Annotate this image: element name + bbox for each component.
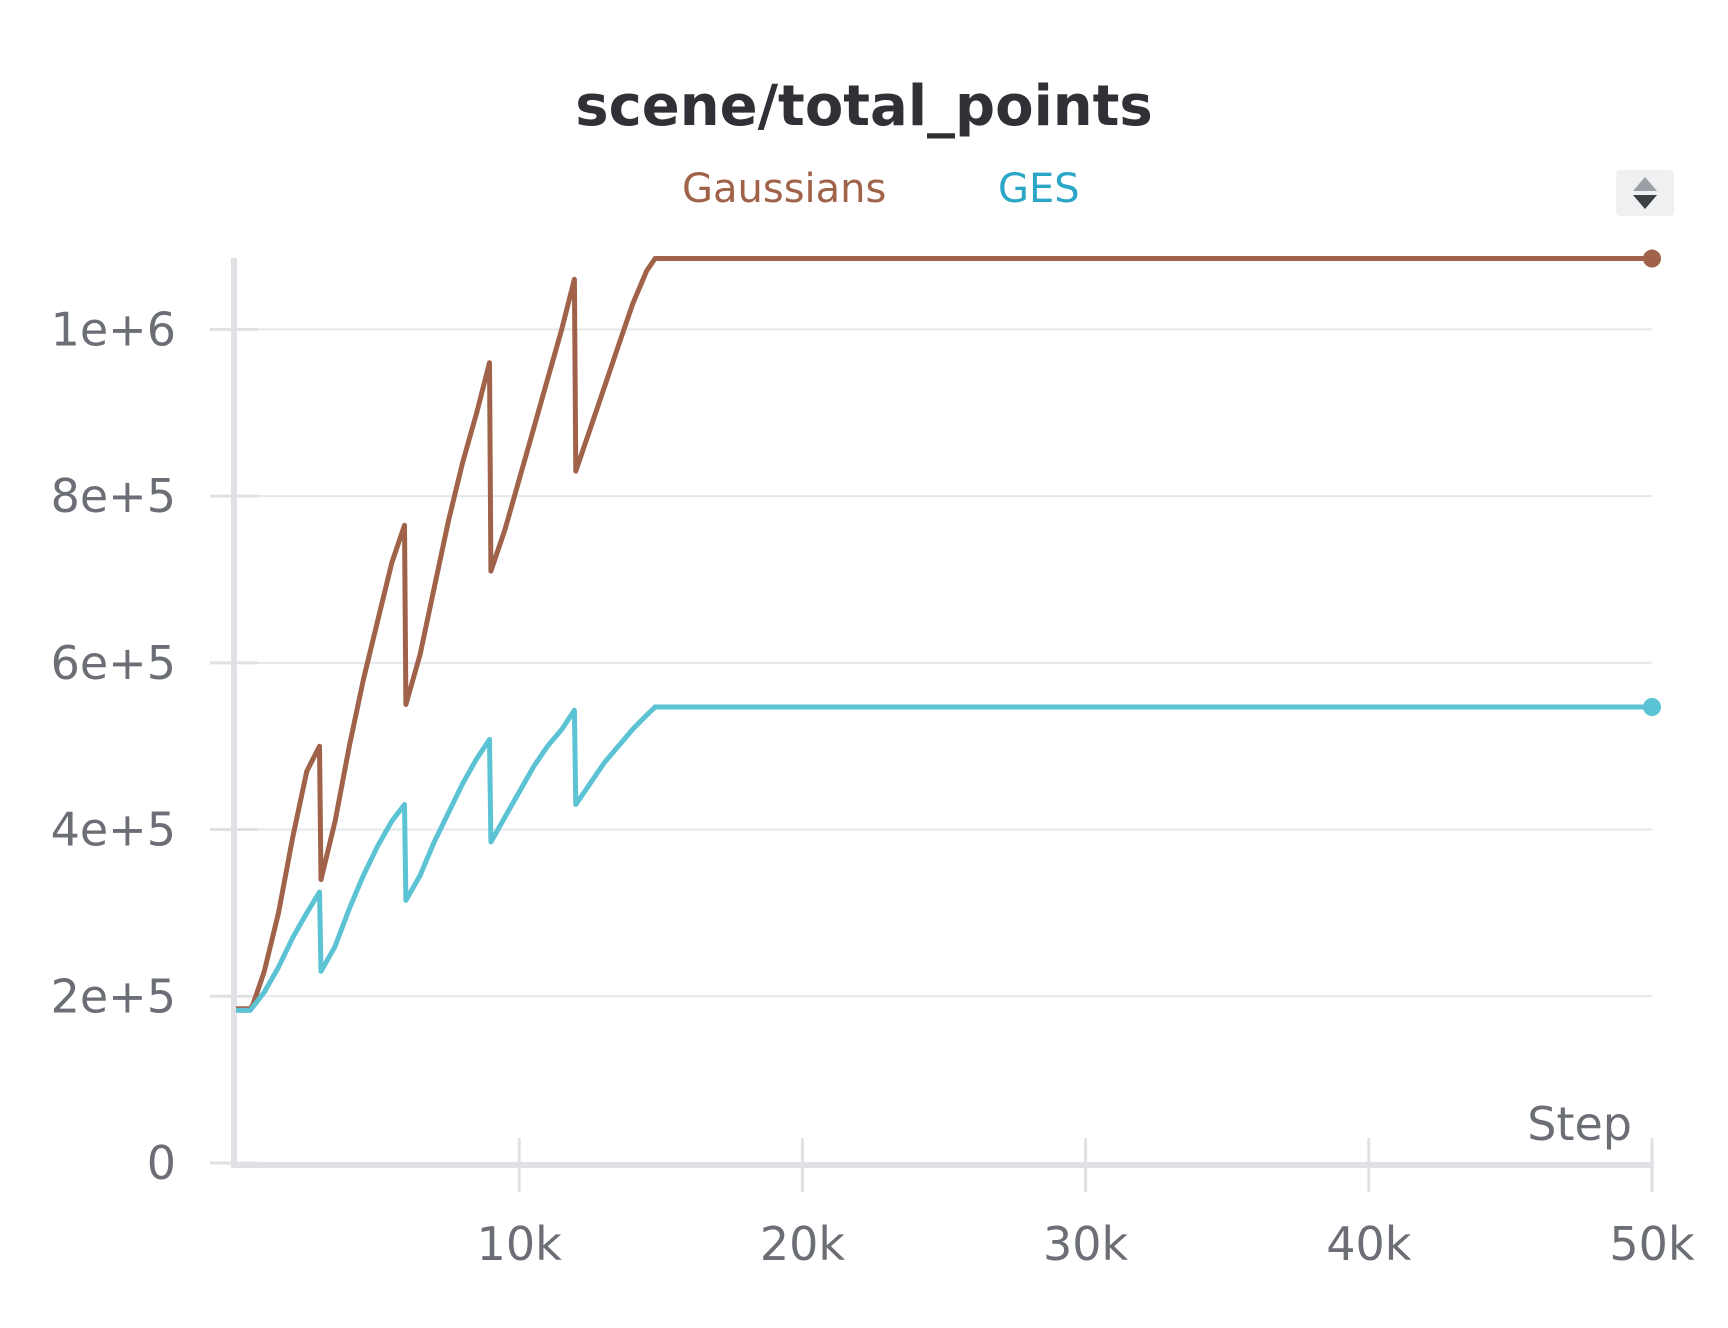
series-endpoint-ges [1643, 698, 1661, 717]
x-axis-label: Step [1527, 1097, 1632, 1151]
legend-item-ges[interactable]: GES [998, 166, 1080, 212]
y-tick-label: 2e+5 [51, 969, 176, 1023]
y-tick-label: 6e+5 [51, 636, 176, 690]
x-tick-label: 10k [477, 1217, 563, 1271]
axes [210, 258, 1654, 1192]
legend-item-gaussians[interactable]: Gaussians [682, 166, 886, 212]
sort-ascending-icon [1633, 177, 1657, 191]
legend-label-gaussians: Gaussians [682, 166, 887, 212]
y-tick-label: 4e+5 [51, 803, 176, 857]
y-tick-label: 1e+6 [51, 302, 176, 356]
series-endpoint-gaussians [1643, 249, 1661, 268]
series-lines [236, 249, 1661, 1013]
x-tick-label: 20k [760, 1217, 846, 1271]
x-tick-label: 50k [1609, 1217, 1695, 1271]
sort-toggle-button[interactable] [1616, 170, 1674, 216]
y-tick-label: 8e+5 [51, 469, 176, 523]
series-line-gaussians [236, 256, 1652, 1012]
sort-descending-icon [1633, 195, 1657, 209]
grid-lines [236, 328, 1652, 998]
chart-title: scene/total_points [575, 74, 1153, 139]
x-tick-label: 40k [1326, 1217, 1412, 1271]
tick-labels: 0 2e+5 4e+5 6e+5 8e+5 1e+6 10k 20k 30k 40k 50k [51, 302, 1695, 1271]
legend-label-ges: GES [998, 166, 1080, 212]
x-tick-label: 30k [1043, 1217, 1129, 1271]
series-line-ges [236, 704, 1652, 1013]
y-tick-label: 0 [147, 1136, 176, 1190]
